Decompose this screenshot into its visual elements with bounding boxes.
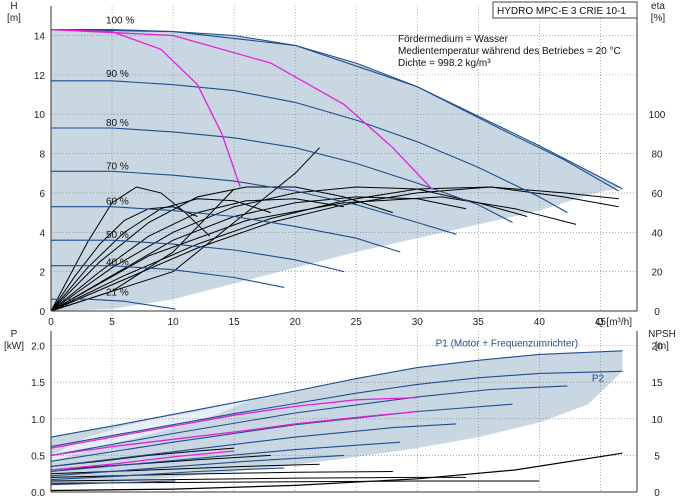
magenta-power-curve bbox=[50, 396, 418, 449]
power-series-label: P2 bbox=[592, 373, 605, 384]
power-curve bbox=[50, 370, 623, 448]
speed-label: 80 % bbox=[106, 118, 129, 129]
y-tick-label: 1.5 bbox=[31, 378, 45, 389]
eta-curve bbox=[50, 186, 393, 312]
magenta-curve bbox=[50, 28, 241, 188]
speed-label: 70 % bbox=[106, 161, 129, 172]
eta-tick-label: 100 bbox=[649, 110, 666, 121]
head-curve-40 bbox=[51, 265, 285, 288]
y-axis-label: P bbox=[11, 329, 18, 340]
chart-annotations: HYDRO MPC-E 3 CRIE 10-1 Fördermedium = W… bbox=[398, 1, 638, 69]
speed-label: 21 % bbox=[106, 287, 129, 298]
head-chart: 100 % 90 % 80 % 70 % 60 % 50 % 40 % 21 % 0 2 4 6 8 10… bbox=[7, 1, 666, 328]
x-tick-label: 5 bbox=[109, 317, 115, 328]
eta-tick-label: 60 bbox=[651, 189, 663, 200]
x-tick-label: 10 bbox=[168, 317, 180, 328]
speed-label: 100 % bbox=[106, 16, 134, 27]
power-curve bbox=[50, 423, 457, 467]
y-axis-unit: [m] bbox=[7, 13, 21, 24]
black-power-curve bbox=[50, 471, 393, 478]
head-envelope bbox=[51, 29, 623, 311]
head-curve-70 bbox=[51, 170, 457, 235]
system-curve bbox=[50, 147, 320, 312]
y-tick-label: 2 bbox=[39, 268, 45, 279]
power-chart: P1 (Motor + Frequenzumrichter) P2 0.0 0.5 1.… bbox=[4, 329, 676, 499]
y-tick-label: 14 bbox=[34, 32, 46, 43]
y-axis-label: H bbox=[10, 1, 17, 12]
head-curve-100 bbox=[50, 29, 619, 192]
eta-curve bbox=[50, 186, 528, 312]
eta-curve bbox=[50, 186, 211, 312]
x-tick-label: 30 bbox=[412, 317, 424, 328]
chart-title: HYDRO MPC-E 3 CRIE 10-1 bbox=[497, 6, 626, 17]
info-line-3: Dichte = 998.2 kg/m³ bbox=[398, 58, 491, 69]
head-curve-60 bbox=[51, 206, 401, 253]
speed-label: 60 % bbox=[106, 197, 129, 208]
eta-curve bbox=[50, 186, 619, 312]
npsh-axis-unit: [m] bbox=[655, 341, 669, 352]
speed-label: 90 % bbox=[106, 69, 129, 80]
magenta-power-curve bbox=[50, 450, 235, 471]
power-curve bbox=[50, 467, 285, 481]
power-curve bbox=[50, 441, 401, 473]
eta-curve bbox=[50, 206, 198, 312]
head-curve-80 bbox=[51, 127, 513, 223]
eta-tick-label: 0 bbox=[654, 307, 660, 318]
npsh-tick-label: 0 bbox=[654, 488, 660, 499]
speed-label: 40 % bbox=[106, 258, 129, 269]
npsh-tick-label: 15 bbox=[651, 378, 663, 389]
x-tick-label: 0 bbox=[48, 317, 54, 328]
x-axis-label: Q [m³/h] bbox=[596, 317, 632, 328]
y-tick-label: 8 bbox=[39, 150, 45, 161]
title-box bbox=[492, 1, 638, 19]
head-curve-21 bbox=[51, 298, 176, 310]
y-tick-label: 12 bbox=[34, 71, 46, 82]
x-tick-label: 40 bbox=[534, 317, 546, 328]
info-line-2: Medientemperatur während des Betriebes =… bbox=[398, 46, 621, 57]
black-power-curve bbox=[50, 454, 271, 471]
eta-axis-unit: [%] bbox=[651, 13, 666, 24]
info-line-1: Fördermedium = Wasser bbox=[398, 34, 509, 45]
x-tick-label: 25 bbox=[351, 317, 363, 328]
y-tick-label: 0.5 bbox=[31, 451, 45, 462]
power-series-label: P1 (Motor + Frequenzumrichter) bbox=[436, 338, 579, 349]
power-curve bbox=[50, 403, 513, 462]
x-tick-label: 45 bbox=[595, 317, 607, 328]
magenta-curve bbox=[50, 28, 433, 190]
y-tick-label: 0 bbox=[39, 307, 45, 318]
x-tick-label: 35 bbox=[473, 317, 485, 328]
y-axis-unit: [kW] bbox=[4, 341, 24, 352]
y-tick-label: 6 bbox=[39, 189, 45, 200]
y-tick-label: 10 bbox=[34, 110, 46, 121]
speed-label: 50 % bbox=[106, 230, 129, 241]
magenta-power-curve bbox=[50, 410, 418, 457]
eta-axis-label: eta bbox=[651, 1, 665, 12]
eta-tick-label: 80 bbox=[651, 150, 663, 161]
npsh-axis-label: NPSH bbox=[648, 329, 676, 340]
x-tick-label: 15 bbox=[229, 317, 241, 328]
eta-curve bbox=[50, 196, 577, 312]
power-curve bbox=[50, 350, 623, 438]
power-curve bbox=[50, 385, 568, 456]
y-tick-label: 1.0 bbox=[31, 415, 45, 426]
npsh-tick-label: 10 bbox=[651, 415, 663, 426]
npsh-curve bbox=[50, 452, 623, 492]
y-tick-label: 0.0 bbox=[31, 488, 45, 499]
power-curve bbox=[50, 480, 176, 486]
x-tick-label: 20 bbox=[290, 317, 302, 328]
npsh-tick-label: 5 bbox=[654, 451, 660, 462]
eta-curve bbox=[50, 186, 619, 312]
y-tick-label: 4 bbox=[39, 228, 45, 239]
head-curve-50 bbox=[51, 239, 345, 273]
eta-tick-label: 20 bbox=[651, 268, 663, 279]
y-tick-label: 2.0 bbox=[31, 342, 45, 353]
eta-tick-label: 40 bbox=[651, 228, 663, 239]
power-curve bbox=[50, 454, 345, 477]
eta-curve bbox=[50, 198, 271, 312]
eta-curve bbox=[50, 196, 467, 312]
npsh-tick-label: 20 bbox=[651, 342, 663, 353]
head-curve-90 bbox=[51, 80, 568, 214]
